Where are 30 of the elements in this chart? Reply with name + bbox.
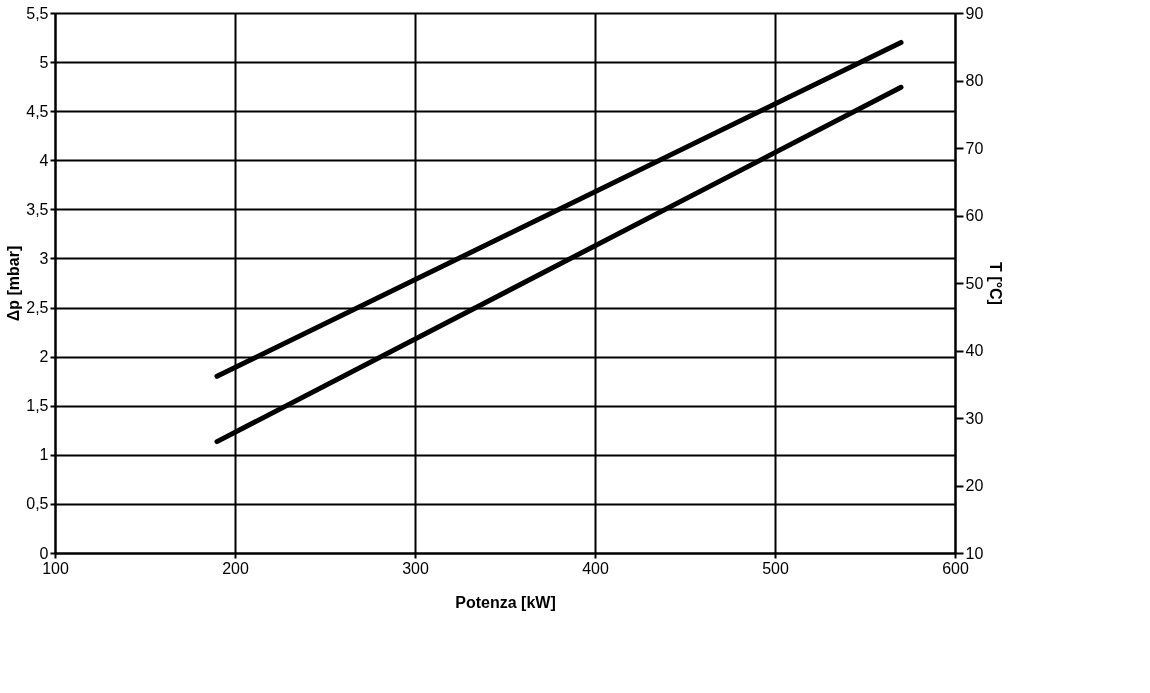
y-tick-label: 1,5: [26, 397, 49, 415]
x-tick-label: 400: [582, 559, 609, 577]
y-tick-label: 2: [39, 348, 49, 366]
y2-tick-label: 60: [965, 207, 984, 224]
y-axis-title: Δp [mbar]: [5, 245, 23, 322]
y2-tick-label: 50: [965, 274, 984, 292]
x-axis-title: Potenza [kW]: [455, 593, 556, 611]
y2-tick-label: 10: [965, 544, 984, 562]
y-tick-label: 3,5: [26, 200, 49, 218]
y2-tick-label: 30: [965, 409, 984, 427]
y-tick-label: 0,5: [26, 495, 49, 513]
y-tick-label: 5,5: [26, 4, 49, 22]
x-tick-label: 200: [222, 559, 249, 577]
y2-axis-title: T [°C]: [987, 262, 1005, 305]
y-tick-label: 4: [39, 151, 49, 169]
y-tick-label: 1: [39, 446, 49, 464]
x-tick-label: 300: [402, 559, 429, 577]
y2-tick-label: 90: [965, 4, 984, 22]
y2-tick-label: 70: [965, 139, 984, 157]
y-tick-label: 2,5: [26, 299, 49, 317]
y-tick-label: 4,5: [26, 102, 49, 120]
y-tick-label: 5: [39, 53, 49, 71]
y-tick-label: 3: [39, 249, 49, 267]
x-tick-label: 600: [942, 559, 969, 577]
x-tick-label: 500: [762, 559, 789, 577]
y2-tick-label: 80: [965, 72, 984, 89]
y2-tick-label: 40: [965, 342, 984, 359]
y2-tick-label: 20: [965, 477, 984, 494]
x-tick-label: 100: [42, 559, 69, 577]
y-tick-label: 0: [39, 544, 49, 562]
